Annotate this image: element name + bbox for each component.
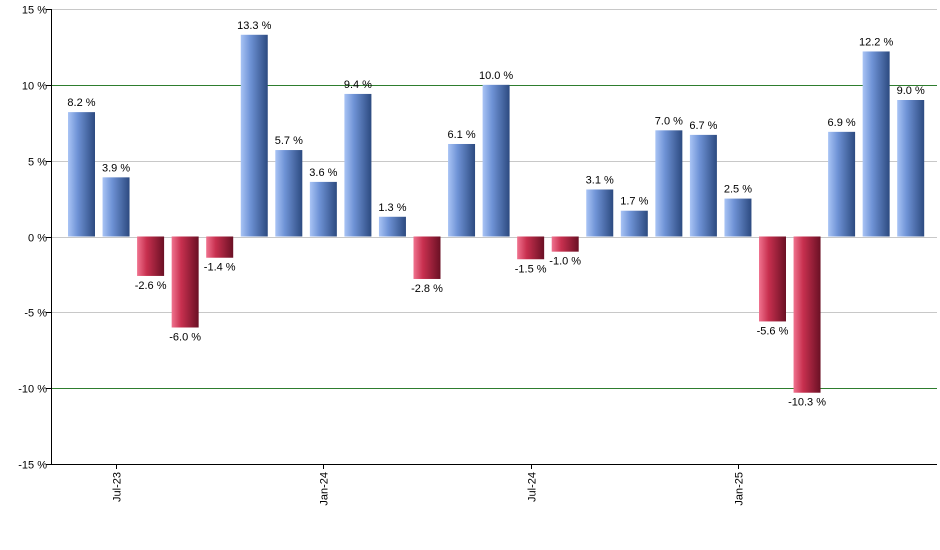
x-tick-label: Jul-24 <box>527 472 539 502</box>
bar <box>413 236 441 279</box>
y-tick-label: 0 % <box>28 233 47 245</box>
bars <box>68 34 925 393</box>
bar <box>759 236 786 322</box>
x-tick-label: Jan-24 <box>319 472 331 506</box>
bar-value-label: 5.7 % <box>275 135 303 147</box>
bar <box>517 236 545 260</box>
bar <box>102 177 130 237</box>
bar <box>171 236 199 328</box>
bar-value-label: 6.7 % <box>689 120 717 132</box>
bar-value-label: 8.2 % <box>67 97 95 109</box>
bar-value-label: 6.1 % <box>447 129 475 141</box>
bar-value-label: 9.4 % <box>344 79 372 91</box>
bar <box>137 236 165 276</box>
bar <box>206 236 234 258</box>
bar-value-label: 7.0 % <box>655 115 683 127</box>
bar <box>655 130 683 237</box>
bar <box>897 100 925 237</box>
bar-value-label: -1.4 % <box>204 262 236 274</box>
bar-value-label: 3.6 % <box>309 167 337 179</box>
bar-value-label: 9.0 % <box>897 85 925 97</box>
bar <box>275 150 303 237</box>
bar <box>828 131 856 237</box>
bar-value-label: -1.5 % <box>515 263 547 275</box>
bar-value-label: 6.9 % <box>828 117 856 129</box>
y-tick-label: 10 % <box>22 81 47 93</box>
bar-value-label: -1.0 % <box>549 256 581 268</box>
x-tick-label: Jan-25 <box>734 472 746 506</box>
bar <box>68 112 95 237</box>
bar-value-label: 1.7 % <box>620 196 648 208</box>
bar <box>620 210 648 237</box>
bar <box>793 236 821 393</box>
y-tick-label: -10 % <box>18 384 47 396</box>
y-tick-label: -5 % <box>24 308 47 320</box>
bar-value-label: -2.6 % <box>135 280 167 292</box>
bar <box>689 134 717 237</box>
bar-value-label: -6.0 % <box>169 332 201 344</box>
bar-value-label: 13.3 % <box>237 20 271 32</box>
bar-value-label: 10.0 % <box>479 70 513 82</box>
bar <box>724 198 752 237</box>
bar-value-labels: 8.2 % 3.9 % -2.6 % -6.0 % -1.4 % 13.3 % 5.7 % 3… <box>67 20 925 409</box>
bar <box>482 84 510 237</box>
bar <box>448 143 476 237</box>
bar-value-label: 1.3 % <box>378 202 406 214</box>
bar <box>862 51 890 237</box>
bar-value-label: 2.5 % <box>724 184 752 196</box>
bar-value-label: -5.6 % <box>757 325 789 337</box>
bar-value-label: -10.3 % <box>788 397 826 409</box>
y-tick-label: -15 % <box>18 460 47 472</box>
bar <box>586 189 614 237</box>
bar <box>309 181 337 237</box>
bar-value-label: 12.2 % <box>859 36 893 48</box>
bar <box>378 216 406 237</box>
bar-value-label: -2.8 % <box>411 283 443 295</box>
bar-value-label: 3.1 % <box>586 174 614 186</box>
axes: -15 % -10 % -5 % 0 % 5 % 10 % 15 % Jul-23 Jan-24… <box>18 5 937 506</box>
bar <box>344 93 372 237</box>
bar <box>551 236 579 252</box>
y-tick-label: 15 % <box>22 5 47 17</box>
x-tick-label: Jul-23 <box>112 472 124 502</box>
bar-value-label: 3.9 % <box>102 162 130 174</box>
y-tick-label: 5 % <box>28 157 47 169</box>
bar <box>240 34 268 237</box>
